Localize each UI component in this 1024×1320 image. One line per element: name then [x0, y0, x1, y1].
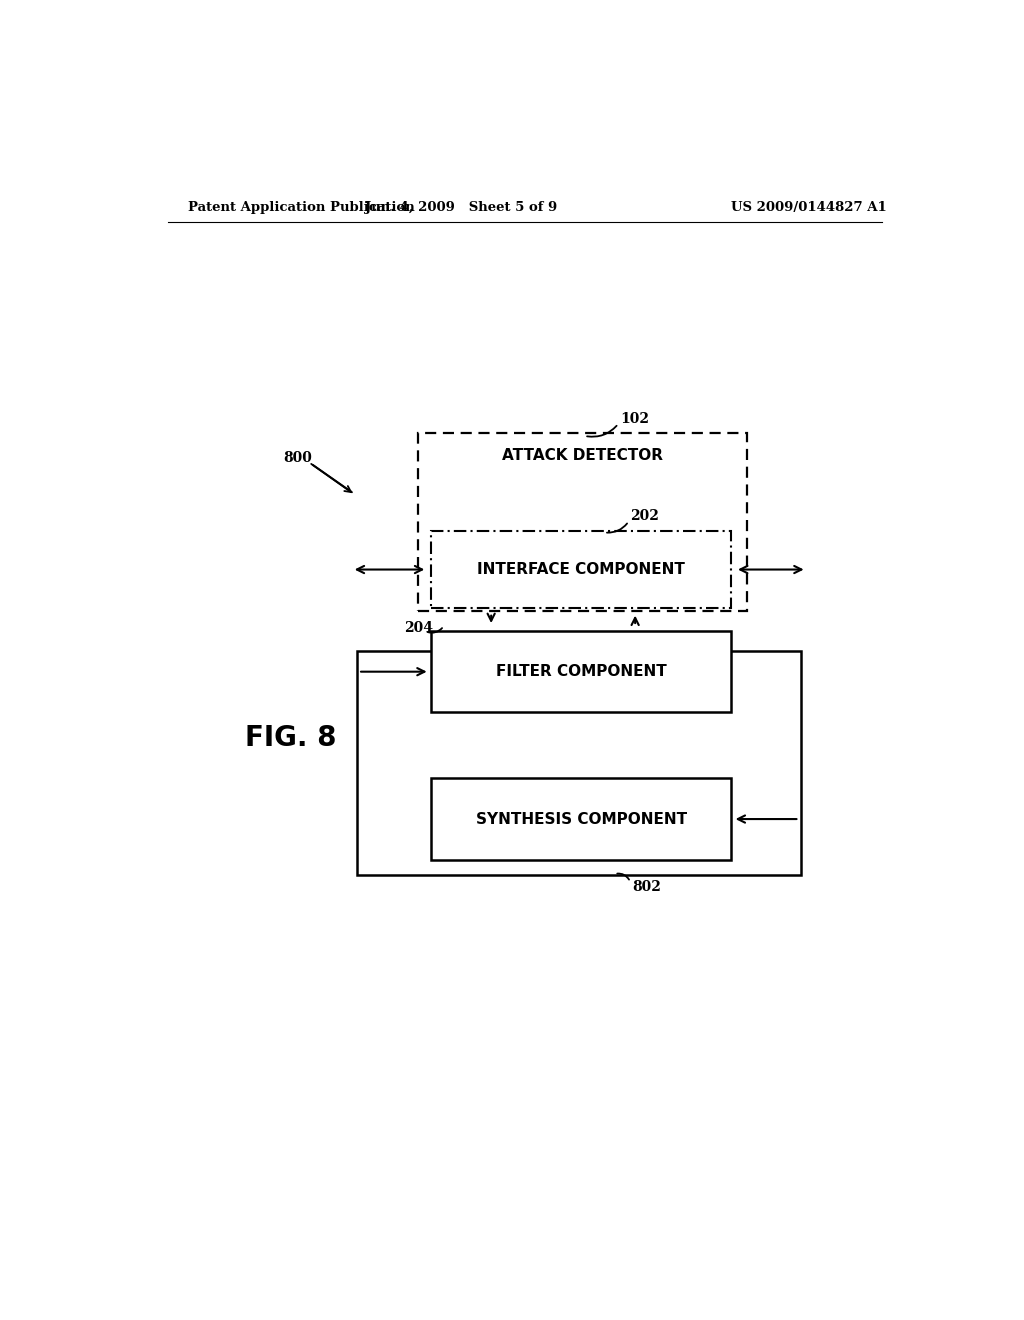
Text: SYNTHESIS COMPONENT: SYNTHESIS COMPONENT	[475, 812, 687, 826]
Bar	[431, 631, 731, 713]
Text: 102: 102	[620, 412, 649, 425]
Bar	[356, 651, 801, 875]
Text: US 2009/0144827 A1: US 2009/0144827 A1	[731, 201, 887, 214]
Text: 802: 802	[632, 880, 660, 894]
Bar	[431, 532, 731, 607]
Text: 202: 202	[631, 510, 659, 523]
Text: FILTER COMPONENT: FILTER COMPONENT	[496, 664, 667, 680]
Text: Patent Application Publication: Patent Application Publication	[187, 201, 415, 214]
Text: INTERFACE COMPONENT: INTERFACE COMPONENT	[477, 562, 685, 577]
Bar	[431, 779, 731, 859]
Text: Jun. 4, 2009   Sheet 5 of 9: Jun. 4, 2009 Sheet 5 of 9	[366, 201, 557, 214]
Text: ATTACK DETECTOR: ATTACK DETECTOR	[502, 447, 663, 463]
Bar	[418, 433, 748, 611]
Text: 800: 800	[283, 451, 311, 465]
Text: 204: 204	[404, 620, 433, 635]
Text: FIG. 8: FIG. 8	[246, 723, 337, 752]
